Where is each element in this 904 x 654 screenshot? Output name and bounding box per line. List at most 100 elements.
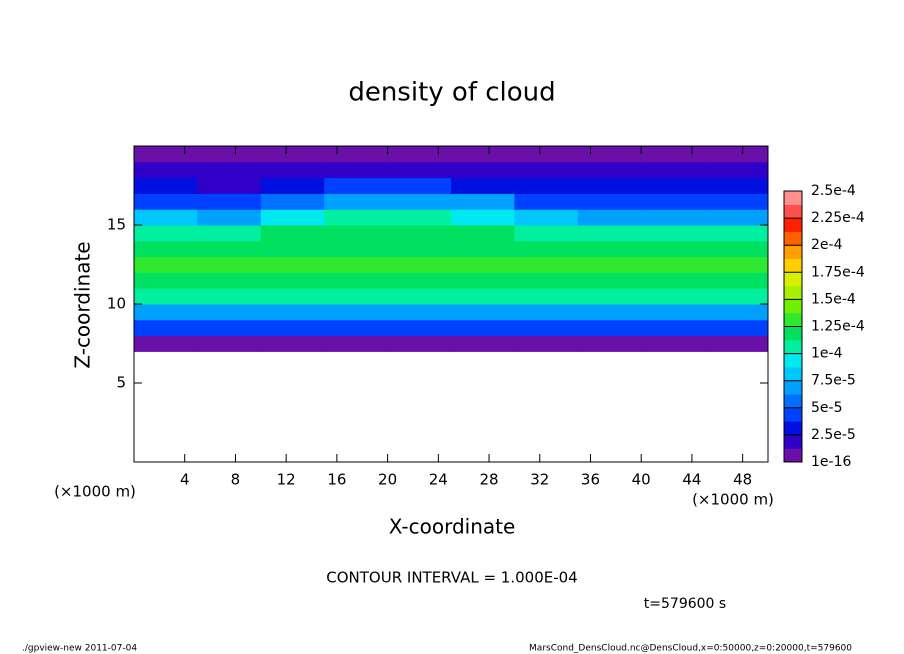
- cell: [197, 240, 262, 258]
- colorbar-swatch: [784, 191, 802, 205]
- colorbar-label: 2e-4: [811, 237, 843, 253]
- colorbar-swatch: [784, 231, 802, 246]
- cell: [577, 161, 642, 179]
- colorbar-swatch: [784, 326, 802, 341]
- cell: [387, 288, 452, 305]
- cell: [324, 319, 389, 337]
- cell: [324, 193, 389, 210]
- cell: [514, 193, 579, 210]
- cell: [641, 319, 706, 337]
- cell: [324, 161, 389, 179]
- cell: [387, 335, 452, 352]
- cell: [641, 161, 706, 179]
- cell: [641, 304, 706, 321]
- cell: [134, 272, 198, 289]
- contour-interval: CONTOUR INTERVAL = 1.000E-04: [326, 569, 577, 587]
- cell: [577, 335, 642, 352]
- cell: [260, 272, 325, 289]
- cell: [514, 209, 579, 226]
- y-axis-label: Z-coordinate: [71, 241, 95, 368]
- x-unit-label: (×1000 m): [692, 491, 774, 509]
- footer-right: MarsCond_DensCloud.nc@DensCloud,x=0:5000…: [529, 644, 852, 654]
- cell: [451, 209, 515, 226]
- cell: [514, 177, 579, 194]
- cell: [324, 288, 389, 305]
- cell: [387, 272, 452, 289]
- cell: [197, 319, 262, 337]
- cell: [641, 288, 706, 305]
- cell: [387, 209, 452, 226]
- colorbar-swatch: [784, 353, 802, 368]
- x-tick-label: 16: [327, 471, 346, 489]
- cell: [324, 304, 389, 321]
- cell: [577, 304, 642, 321]
- cell: [451, 288, 515, 305]
- cell: [451, 240, 515, 258]
- cell: [451, 319, 515, 337]
- cell: [260, 193, 325, 210]
- x-tick-label: 32: [530, 471, 549, 489]
- cell: [514, 304, 579, 321]
- cell: [704, 288, 769, 305]
- cell: [577, 209, 642, 226]
- cell: [641, 240, 706, 258]
- cell: [704, 193, 769, 210]
- colorbar-swatch: [784, 434, 802, 449]
- cell: [514, 256, 579, 273]
- colorbar-label: 2.5e-5: [811, 427, 856, 443]
- cell: [641, 177, 706, 194]
- cell: [197, 225, 262, 242]
- cell: [641, 209, 706, 226]
- cell: [514, 161, 579, 179]
- cell: [387, 193, 452, 210]
- cell: [641, 193, 706, 210]
- cell: [260, 256, 325, 273]
- x-tick-label: 36: [581, 471, 600, 489]
- cell: [387, 304, 452, 321]
- cell: [577, 288, 642, 305]
- cell: [197, 272, 262, 289]
- x-tick-label: 48: [733, 471, 752, 489]
- colorbar-label: 1e-4: [811, 346, 843, 362]
- cell: [451, 335, 515, 352]
- x-tick-label: 4: [180, 471, 190, 489]
- cell: [260, 288, 325, 305]
- cell: [704, 304, 769, 321]
- cell: [324, 240, 389, 258]
- colorbar-swatch: [784, 204, 802, 219]
- x-tick-label: 12: [277, 471, 296, 489]
- colorbar-label: 1.75e-4: [811, 264, 865, 280]
- cell: [197, 193, 262, 210]
- time-label: t=579600 s: [644, 596, 726, 612]
- cell: [260, 335, 325, 352]
- x-tick-label: 28: [479, 471, 498, 489]
- cell: [514, 288, 579, 305]
- cell: [704, 177, 769, 194]
- colorbar-label: 7.5e-5: [811, 373, 856, 389]
- cell: [577, 272, 642, 289]
- cell: [324, 146, 389, 163]
- colorbar-swatch: [784, 340, 802, 354]
- cell: [260, 177, 325, 194]
- cell: [514, 240, 579, 258]
- cell: [641, 225, 706, 242]
- colorbar-swatch: [784, 285, 802, 300]
- cell: [704, 272, 769, 289]
- cell: [704, 209, 769, 226]
- cell: [324, 335, 389, 352]
- cell: [134, 288, 198, 305]
- x-tick-label: 24: [429, 471, 448, 489]
- cell: [260, 240, 325, 258]
- chart-title: density of cloud: [348, 78, 555, 108]
- cell: [514, 335, 579, 352]
- cell: [260, 304, 325, 321]
- cell: [387, 225, 452, 242]
- colorbar-label: 1e-16: [811, 454, 851, 470]
- y-tick-label: 10: [107, 295, 126, 313]
- cell: [704, 161, 769, 179]
- cell: [577, 225, 642, 242]
- cell: [260, 209, 325, 226]
- cell: [451, 256, 515, 273]
- cell: [197, 146, 262, 163]
- cell: [641, 335, 706, 352]
